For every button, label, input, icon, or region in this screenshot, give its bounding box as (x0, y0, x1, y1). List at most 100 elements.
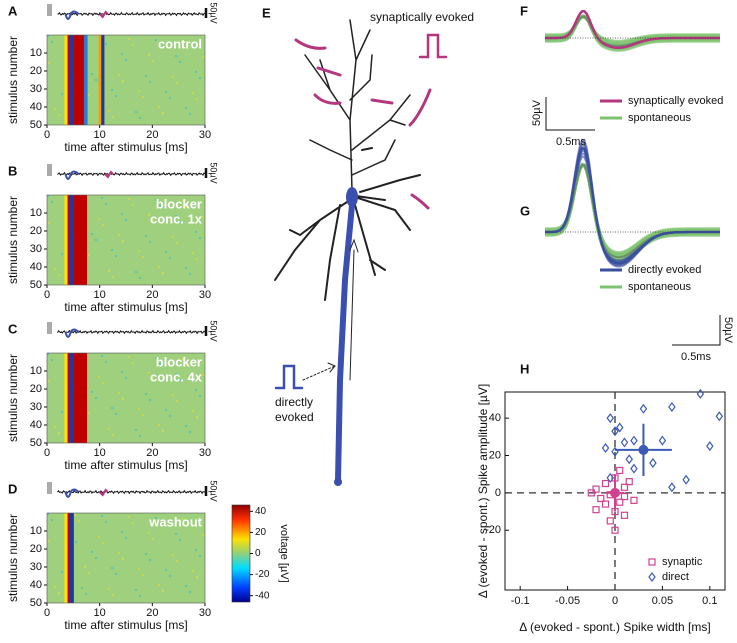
legend-label: spontaneous (628, 281, 691, 293)
noise (58, 432, 60, 434)
noise (88, 254, 90, 256)
noise (81, 587, 83, 589)
frame (46, 194, 206, 286)
noise (145, 553, 147, 555)
point (592, 506, 600, 514)
point (606, 517, 614, 525)
point (706, 441, 714, 452)
panel-label: B (8, 163, 17, 178)
noise (142, 574, 144, 576)
stripe (64, 513, 68, 603)
y-tick-label: -20 (485, 524, 501, 536)
scale-label: 0.5ms (681, 351, 711, 363)
noise (98, 376, 100, 378)
noise (75, 541, 77, 543)
noise (155, 517, 157, 519)
noise (108, 588, 110, 590)
point (601, 443, 610, 454)
noise (142, 256, 144, 258)
legend-marker (648, 572, 656, 582)
noise (152, 538, 154, 540)
y-tick-label: 20 (30, 65, 42, 77)
noise (95, 557, 97, 559)
noise (98, 218, 100, 220)
noise (182, 200, 184, 202)
noise (111, 567, 113, 569)
point (625, 454, 633, 465)
noise (47, 195, 49, 197)
noise (139, 595, 141, 597)
x-tick-label: 30 (199, 607, 211, 619)
x-tick-label: 0.1 (702, 595, 717, 607)
noise (148, 532, 150, 534)
noise (142, 414, 144, 416)
y-tick-label: 40 (30, 579, 42, 591)
noise (61, 411, 63, 413)
x-tick-label: 10 (94, 607, 106, 619)
noise (176, 560, 178, 562)
stripe (65, 353, 88, 443)
y-tick-label: 30 (30, 83, 42, 95)
noise (47, 353, 49, 355)
neuron-label: synaptically evoked (370, 10, 474, 24)
noise (162, 112, 164, 114)
noise (102, 382, 104, 384)
noise (172, 236, 174, 238)
noise (61, 93, 63, 95)
panel-label: E (262, 5, 271, 20)
noise (115, 255, 117, 257)
x-tick-label: 20 (146, 289, 158, 301)
noise (101, 197, 103, 199)
stripe (69, 35, 74, 125)
noise (74, 514, 76, 516)
stim-artifact (47, 4, 52, 16)
blip (98, 488, 109, 497)
stim-artifact (47, 322, 52, 334)
colorbar-tick-label: 40 (255, 506, 267, 517)
noise (199, 237, 201, 239)
x-tick-label: 10 (94, 129, 106, 141)
y-tick-label: 50 (30, 279, 42, 291)
point (620, 483, 629, 491)
y-tick-label: 40 (30, 419, 42, 431)
noise (202, 534, 204, 536)
noise (85, 593, 87, 595)
noise (125, 537, 127, 539)
noise (172, 554, 174, 556)
condition-label: conc. 4x (150, 369, 203, 384)
neuron (274, 19, 448, 486)
point (630, 435, 638, 446)
noise (196, 98, 198, 100)
noise (51, 201, 53, 203)
noise (169, 257, 171, 259)
x-tick-label: 0 (44, 607, 50, 619)
y-tick-label: 20 (489, 449, 501, 461)
stripe (64, 35, 68, 125)
noise (91, 391, 93, 393)
point (597, 494, 605, 503)
scale-label: 0.5ms (556, 136, 586, 148)
noise (182, 518, 184, 520)
point (611, 426, 619, 437)
point (658, 435, 667, 446)
noise (95, 79, 97, 81)
noise (189, 591, 191, 593)
condition-label: blocker (156, 354, 202, 369)
noise (105, 43, 107, 45)
noise (128, 38, 130, 40)
noise (192, 92, 194, 94)
legend-label: synaptic (662, 556, 703, 568)
noise (192, 410, 194, 412)
frame (46, 352, 206, 444)
x-axis-label: time after stimulus [ms] (64, 140, 187, 154)
noise (162, 272, 164, 274)
scale-label: 50µV (209, 320, 219, 341)
colorbar-label: voltage [µV] (278, 524, 290, 582)
noise (159, 363, 161, 365)
noise (51, 519, 53, 521)
condition-label: washout (148, 514, 202, 529)
noise (179, 539, 181, 541)
noise (169, 415, 171, 417)
noise (182, 358, 184, 360)
noise (115, 95, 117, 97)
